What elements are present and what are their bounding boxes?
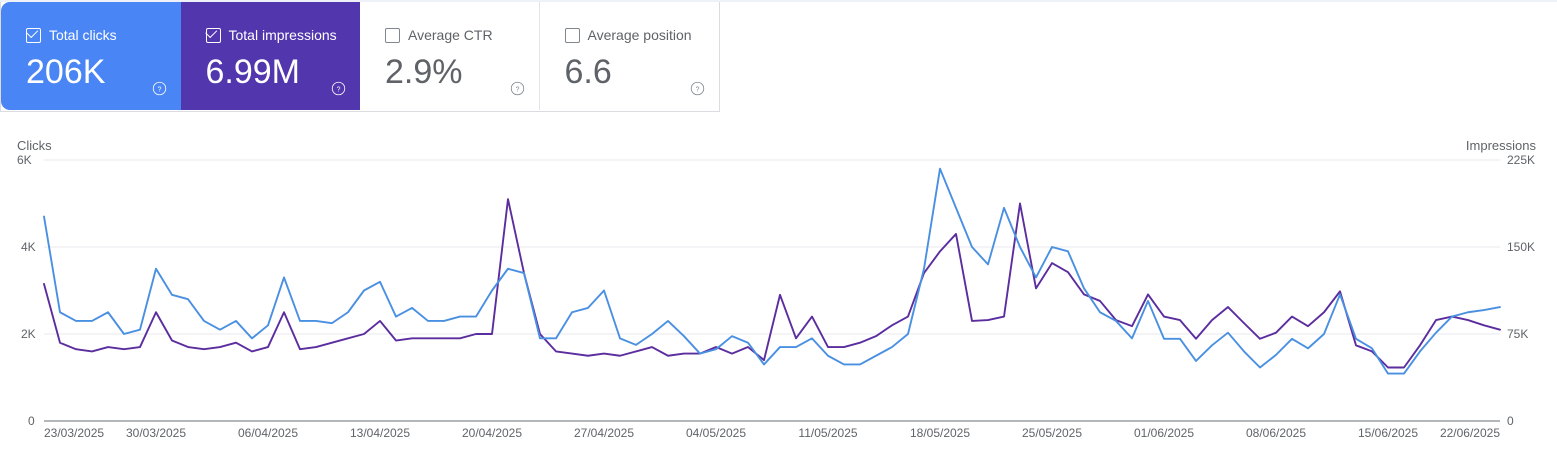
svg-text:?: ?: [696, 86, 700, 93]
svg-text:?: ?: [515, 86, 519, 93]
svg-text:?: ?: [337, 86, 341, 93]
svg-text:?: ?: [157, 86, 161, 93]
